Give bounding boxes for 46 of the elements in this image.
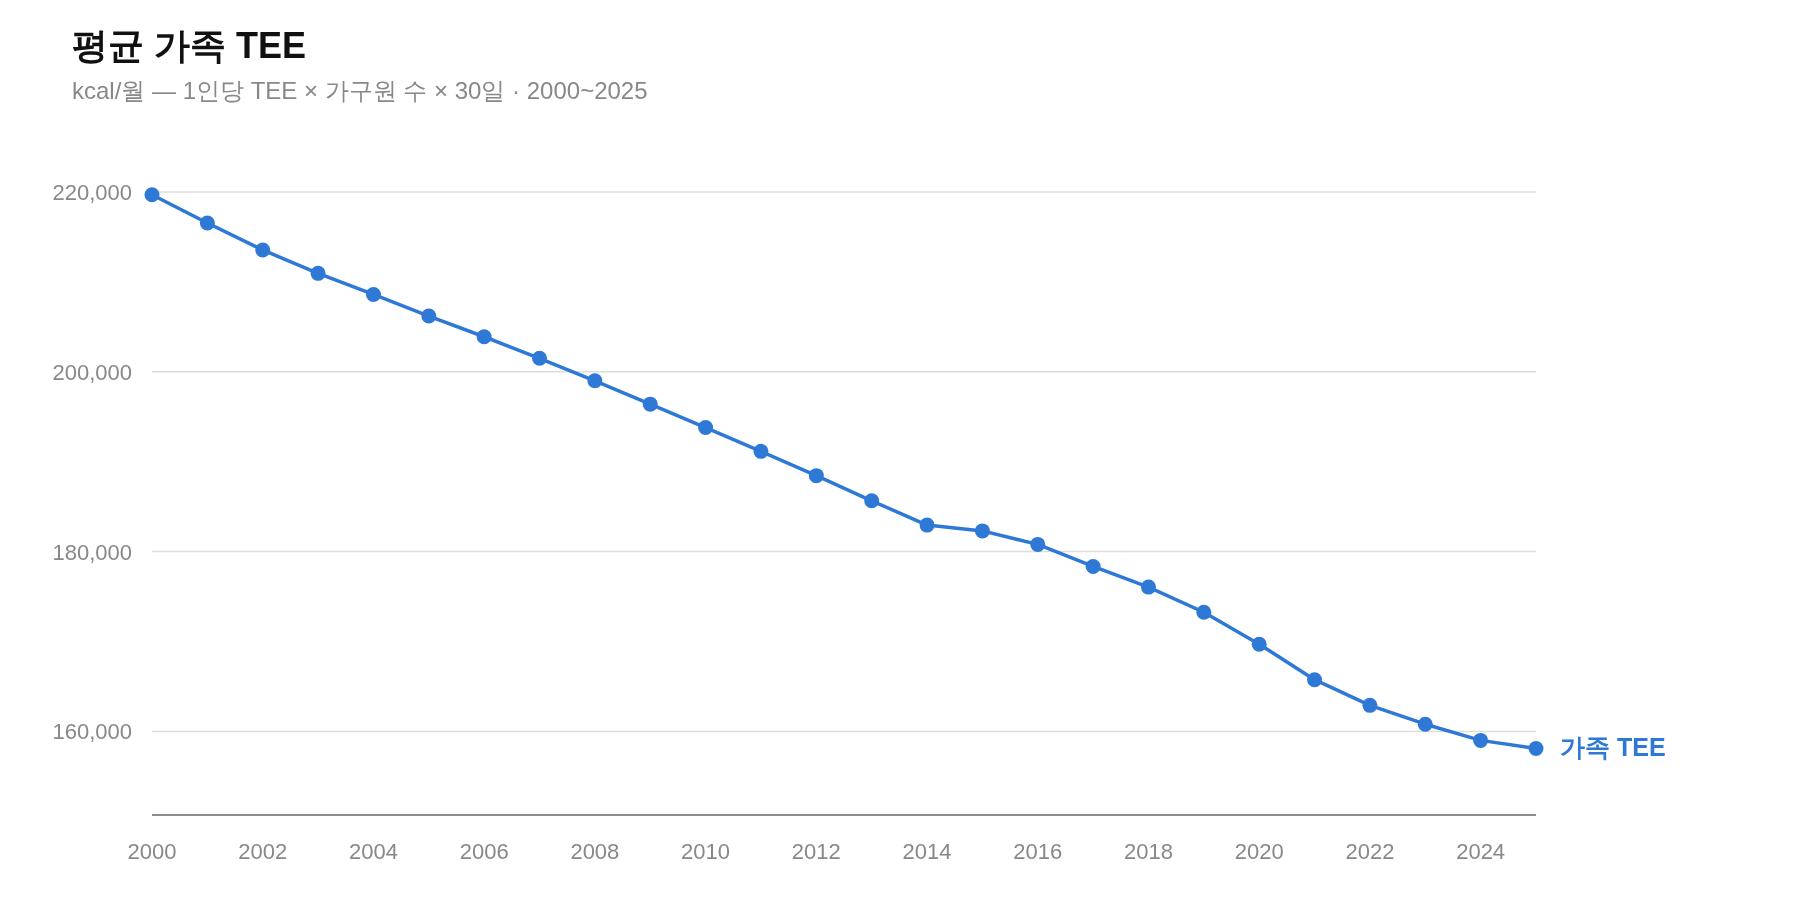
point (144, 187, 160, 203)
point (1030, 536, 1046, 552)
point (365, 286, 381, 302)
x-tick-label: 2012 (791, 839, 841, 864)
point (642, 396, 658, 412)
point (1251, 636, 1267, 652)
point (199, 215, 215, 231)
point (1528, 740, 1544, 756)
y-tick-label: 160,000 (52, 719, 132, 745)
y-tick-label: 180,000 (52, 539, 132, 565)
x-tick-label: 2022 (1345, 839, 1395, 864)
point (1473, 732, 1489, 748)
point (310, 265, 326, 281)
point (1085, 558, 1101, 574)
x-tick-label: 2024 (1456, 839, 1506, 864)
x-tick-label: 2016 (1013, 839, 1063, 864)
x-tick-label: 2020 (1234, 839, 1284, 864)
point (476, 329, 492, 345)
x-tick-label: 2010 (681, 839, 731, 864)
x-tick-label: 2002 (238, 839, 288, 864)
y-tick-label: 200,000 (52, 359, 132, 385)
point (808, 468, 824, 484)
point (255, 242, 271, 258)
y-tick-label: 220,000 (52, 180, 132, 205)
point (753, 443, 769, 459)
point (532, 350, 548, 366)
point (919, 517, 935, 533)
point (1362, 697, 1378, 713)
x-tick-label: 2006 (459, 839, 509, 864)
point (1196, 604, 1212, 620)
x-tick-label: 2004 (348, 839, 398, 864)
point (1417, 716, 1433, 732)
point (698, 420, 714, 436)
x-tick-label: 2008 (570, 839, 620, 864)
point (1307, 672, 1323, 688)
point (974, 523, 990, 539)
x-tick-label: 2014 (902, 839, 952, 864)
point (864, 493, 880, 509)
chart-title: 평균 가족 TEE (72, 25, 307, 66)
series-label: 가족 TEE (1560, 733, 1666, 762)
point (587, 373, 603, 389)
x-tick-label: 2000 (127, 839, 177, 864)
x-tick-label: 2018 (1124, 839, 1173, 864)
chart-subtitle: kcal/월 — 1인당 TEE × 가구원 수 × 30일 · 2000~2025 (72, 77, 648, 104)
point (421, 308, 437, 324)
point (1140, 579, 1156, 595)
